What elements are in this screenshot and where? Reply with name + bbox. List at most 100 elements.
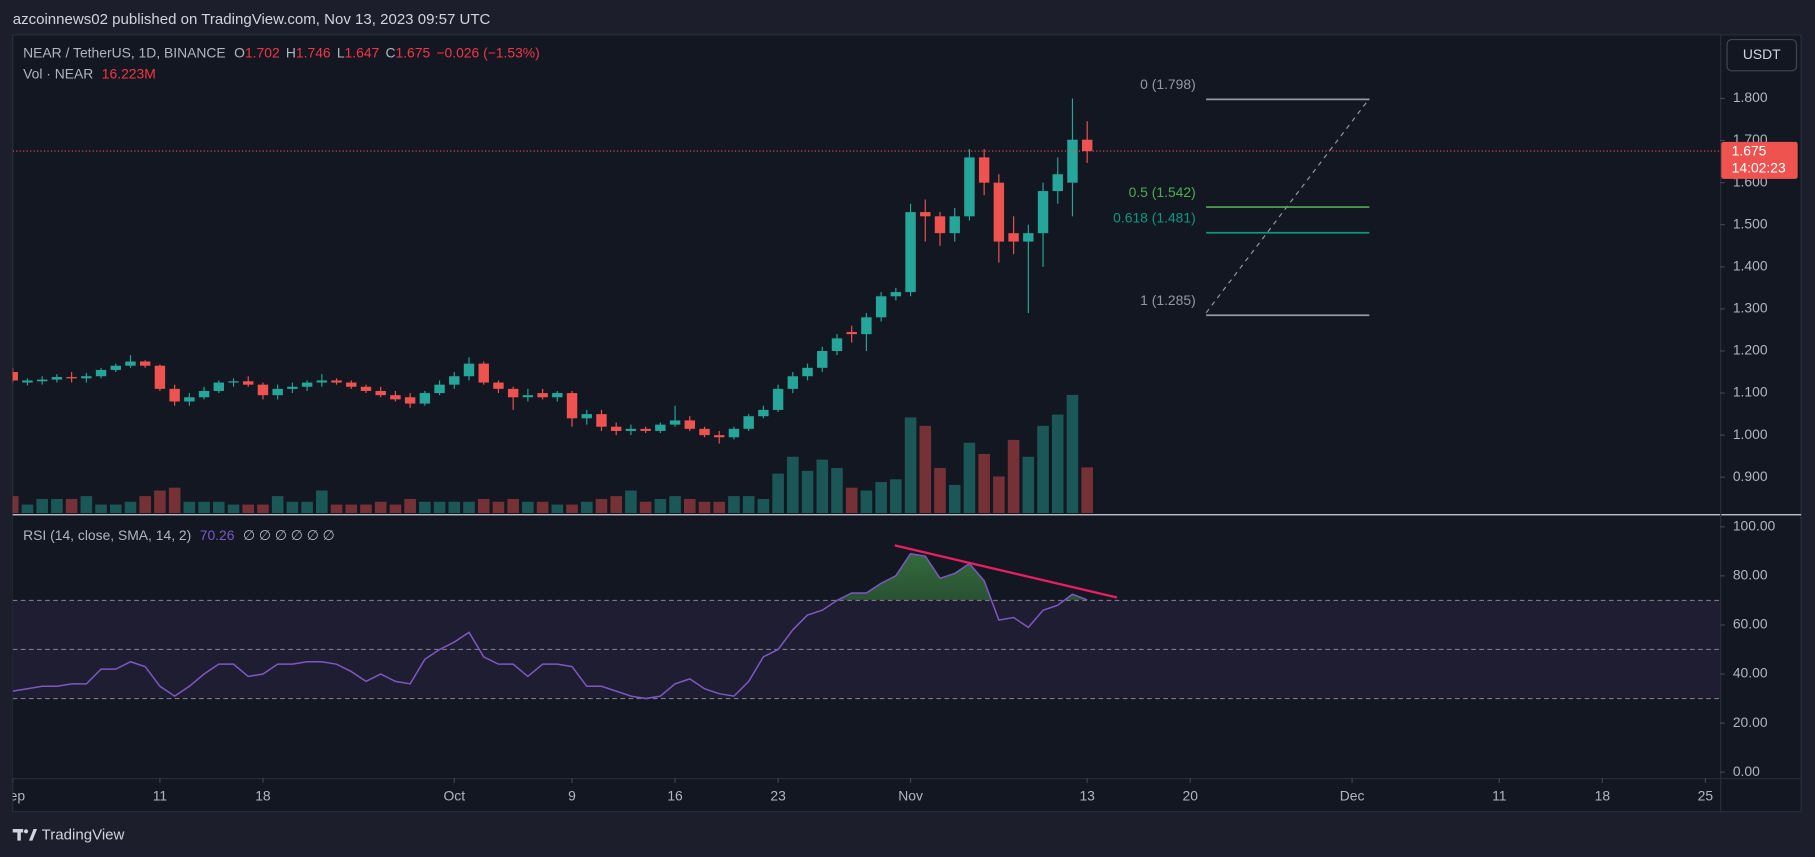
x-tick-label: 11 bbox=[153, 787, 168, 803]
volume-bar bbox=[831, 468, 843, 513]
legend-open: 1.702 bbox=[245, 44, 280, 60]
candle-body bbox=[802, 367, 813, 377]
candle-body bbox=[125, 361, 136, 366]
volume-bar bbox=[551, 504, 564, 513]
candle-body bbox=[1052, 174, 1063, 192]
legend-key: C bbox=[385, 44, 395, 60]
y-tick-label: 1.300 bbox=[1733, 300, 1768, 316]
candle-body bbox=[390, 395, 401, 400]
legend-key: L bbox=[337, 44, 345, 60]
volume-bar bbox=[389, 504, 402, 513]
rsi-title: RSI (14, close, SMA, 14, 2) bbox=[23, 527, 191, 543]
price-legend: NEAR / TetherUS, 1D, BINANCE O1.702 H1.7… bbox=[23, 44, 540, 60]
y-tick-label: 1.500 bbox=[1733, 215, 1768, 231]
y-tick-label: 1.200 bbox=[1733, 342, 1768, 358]
candle-body bbox=[375, 390, 386, 396]
volume-bar bbox=[860, 490, 873, 513]
candle-body bbox=[110, 365, 121, 370]
legend-close: 1.675 bbox=[395, 44, 430, 60]
candle-body bbox=[139, 361, 151, 366]
candle-body bbox=[743, 416, 754, 429]
rsi-legend: RSI (14, close, SMA, 14, 2) 70.26 ∅ ∅ ∅ … bbox=[23, 527, 335, 543]
volume-bar bbox=[404, 498, 416, 513]
candle-body bbox=[316, 380, 328, 383]
volume-bar bbox=[536, 501, 549, 513]
x-tick-label: 13 bbox=[1079, 787, 1095, 803]
candle-body bbox=[640, 428, 651, 431]
x-tick-label: Nov bbox=[898, 787, 923, 803]
y-tick-label: 100.00 bbox=[1733, 517, 1776, 533]
candle-body bbox=[1081, 139, 1093, 152]
candle-body bbox=[434, 384, 445, 394]
candle-body bbox=[772, 388, 784, 410]
y-tick-label: 60.00 bbox=[1733, 616, 1768, 632]
fib-level-label: 0.618 (1.481) bbox=[1113, 210, 1196, 226]
y-tick-label: 1.000 bbox=[1733, 426, 1768, 442]
currency-button[interactable] bbox=[1726, 38, 1798, 72]
volume-bar bbox=[65, 498, 78, 513]
volume-bar bbox=[1037, 425, 1049, 513]
candle-body bbox=[993, 182, 1005, 242]
volume-bar bbox=[213, 501, 225, 513]
candle-body bbox=[228, 381, 239, 383]
candle-body bbox=[287, 386, 298, 389]
volume-bar bbox=[625, 490, 637, 513]
candle-body bbox=[861, 317, 872, 335]
volume-bar bbox=[374, 501, 387, 513]
legend-change: −0.026 (−1.53%) bbox=[436, 44, 539, 60]
y-tick-label: 80.00 bbox=[1733, 567, 1768, 583]
volume-bar bbox=[183, 501, 196, 513]
candle-body bbox=[875, 296, 887, 318]
symbol-title: NEAR / TetherUS, 1D, BINANCE bbox=[23, 44, 226, 60]
last-price-label: 1.675 bbox=[1732, 142, 1767, 158]
volume-bar bbox=[1081, 467, 1093, 513]
rsi-pane bbox=[12, 516, 1721, 779]
x-tick-label: Oct bbox=[443, 787, 465, 803]
candle-body bbox=[949, 216, 960, 234]
fib-trend-line bbox=[1205, 98, 1370, 314]
candle-body bbox=[51, 377, 63, 380]
candle-body bbox=[905, 212, 916, 293]
candle-body bbox=[684, 420, 695, 429]
legend-low: 1.647 bbox=[345, 44, 380, 60]
volume-bar bbox=[890, 479, 902, 513]
candle-body bbox=[95, 369, 107, 377]
candle-body bbox=[507, 388, 519, 398]
candle-body bbox=[154, 365, 166, 389]
x-axis: Sep 11 18 Oct 9 16 23 Nov 13 20 Dec 11 18 25 bbox=[12, 778, 1713, 803]
candle-body bbox=[714, 435, 725, 438]
volume-bar bbox=[904, 417, 917, 513]
rsi-line bbox=[12, 552, 1088, 700]
x-tick-label: 16 bbox=[667, 787, 683, 803]
x-tick-label: 18 bbox=[1595, 787, 1611, 803]
volume-bar bbox=[816, 459, 829, 513]
volume-bar bbox=[978, 453, 990, 513]
volume-bar bbox=[595, 498, 608, 513]
volume-bar bbox=[787, 456, 799, 513]
footer-logo bbox=[12, 829, 38, 841]
y-tick-label: 1.100 bbox=[1733, 384, 1768, 400]
candle-body bbox=[184, 397, 195, 402]
volume-bar bbox=[433, 501, 446, 513]
candle-body bbox=[522, 395, 534, 398]
volume-bar bbox=[728, 496, 740, 513]
x-tick-label: Dec bbox=[1340, 787, 1365, 803]
fib-level-label: 0 (1.798) bbox=[1140, 76, 1196, 92]
x-tick-label: 23 bbox=[770, 787, 786, 803]
rsi-value: 70.26 bbox=[200, 527, 235, 543]
candle-body bbox=[537, 393, 548, 398]
candle-body bbox=[934, 216, 946, 234]
candle-body bbox=[198, 390, 210, 398]
volume-bar bbox=[345, 504, 358, 513]
volume-bar bbox=[654, 498, 667, 513]
volume-bar bbox=[801, 470, 814, 513]
volume-bar bbox=[36, 498, 48, 513]
y-tick-label: 1.800 bbox=[1733, 89, 1768, 105]
y-tick-label: 40.00 bbox=[1733, 665, 1768, 681]
volume-bar bbox=[566, 504, 578, 513]
volume-bar bbox=[477, 498, 490, 513]
volume-bar bbox=[683, 498, 696, 513]
volume-bar bbox=[271, 496, 284, 513]
volume-bar bbox=[360, 504, 372, 513]
